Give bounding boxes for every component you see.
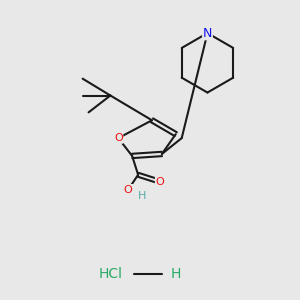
- Text: N: N: [203, 27, 212, 40]
- Text: H: H: [138, 190, 146, 201]
- Text: H: H: [171, 267, 181, 281]
- Text: O: O: [155, 177, 164, 187]
- Text: HCl: HCl: [98, 267, 122, 281]
- Text: O: O: [124, 184, 133, 195]
- Text: O: O: [114, 133, 123, 143]
